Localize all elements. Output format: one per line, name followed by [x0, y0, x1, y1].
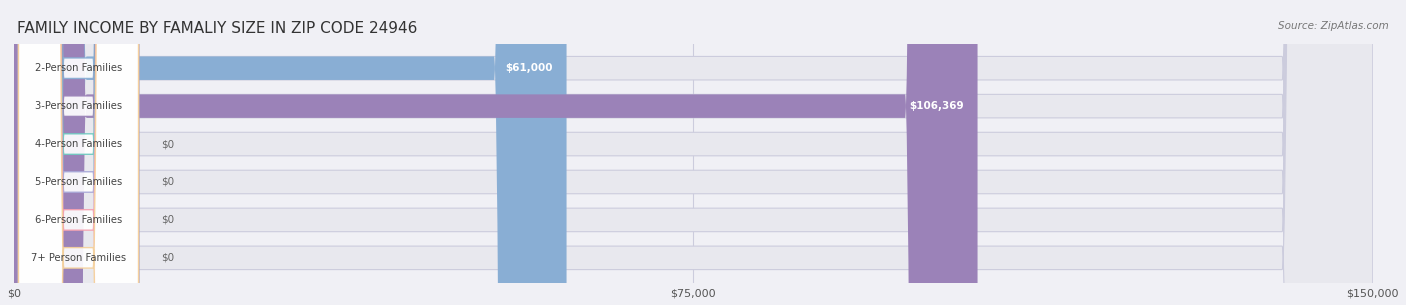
Text: Source: ZipAtlas.com: Source: ZipAtlas.com: [1278, 21, 1389, 31]
Text: 3-Person Families: 3-Person Families: [35, 101, 122, 111]
Text: $0: $0: [162, 253, 174, 263]
Text: $0: $0: [162, 215, 174, 225]
Text: $0: $0: [162, 139, 174, 149]
FancyBboxPatch shape: [18, 0, 139, 305]
FancyBboxPatch shape: [18, 0, 139, 305]
FancyBboxPatch shape: [14, 0, 1372, 305]
FancyBboxPatch shape: [14, 0, 1372, 305]
FancyBboxPatch shape: [14, 0, 1372, 305]
Text: 5-Person Families: 5-Person Families: [35, 177, 122, 187]
FancyBboxPatch shape: [18, 0, 139, 305]
FancyBboxPatch shape: [18, 0, 139, 305]
FancyBboxPatch shape: [18, 0, 139, 305]
Text: $106,369: $106,369: [910, 101, 965, 111]
FancyBboxPatch shape: [14, 0, 1372, 305]
Text: FAMILY INCOME BY FAMALIY SIZE IN ZIP CODE 24946: FAMILY INCOME BY FAMALIY SIZE IN ZIP COD…: [17, 21, 418, 36]
FancyBboxPatch shape: [14, 0, 977, 305]
FancyBboxPatch shape: [18, 0, 139, 305]
Text: $61,000: $61,000: [506, 63, 553, 73]
FancyBboxPatch shape: [14, 0, 1372, 305]
FancyBboxPatch shape: [14, 0, 1372, 305]
FancyBboxPatch shape: [14, 0, 567, 305]
Text: 7+ Person Families: 7+ Person Families: [31, 253, 127, 263]
Text: $0: $0: [162, 177, 174, 187]
Text: 6-Person Families: 6-Person Families: [35, 215, 122, 225]
Text: 2-Person Families: 2-Person Families: [35, 63, 122, 73]
Text: 4-Person Families: 4-Person Families: [35, 139, 122, 149]
